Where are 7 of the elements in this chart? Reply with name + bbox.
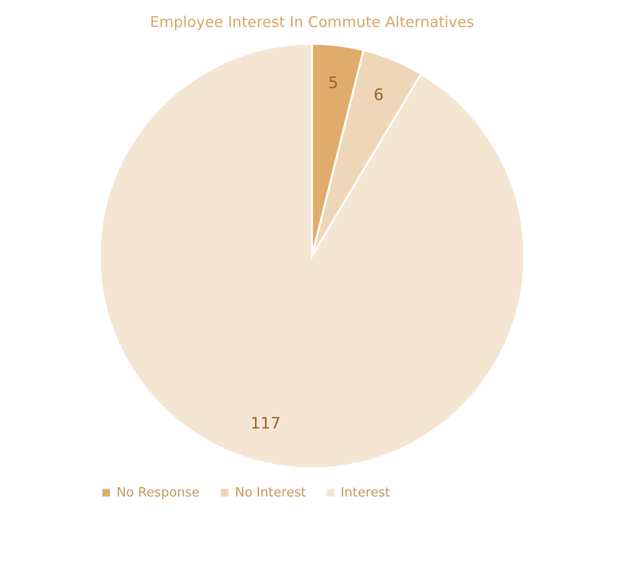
- chart-title: Employee Interest In Commute Alternatives: [150, 14, 474, 31]
- legend-label: No Interest: [234, 486, 306, 501]
- data-label: 5: [328, 73, 338, 92]
- legend-label: No Response: [116, 486, 200, 501]
- data-label: 6: [374, 85, 384, 104]
- data-label: 117: [250, 414, 281, 433]
- legend-label: Interest: [340, 486, 390, 501]
